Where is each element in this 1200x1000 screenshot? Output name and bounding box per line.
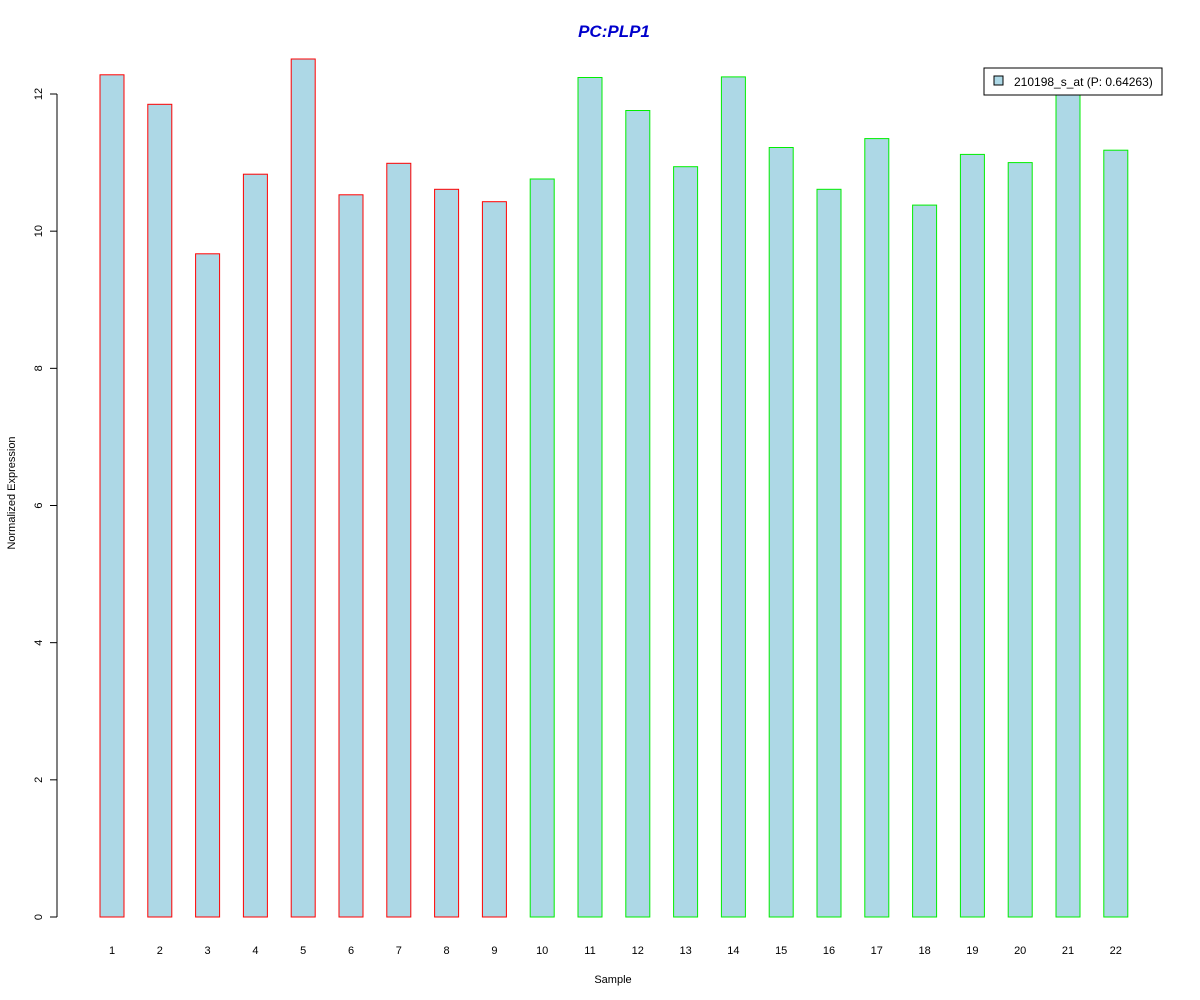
x-tick-label: 14 <box>727 945 739 957</box>
bar-sample-15 <box>768 147 794 918</box>
bar-sample-17 <box>864 138 890 918</box>
x-tick-label: 13 <box>679 945 691 957</box>
x-tick-label: 5 <box>300 945 306 957</box>
x-tick-label: 6 <box>348 945 354 957</box>
bar-sample-6 <box>338 194 364 918</box>
y-tick-label: 4 <box>33 640 45 646</box>
bar-sample-3 <box>195 253 221 918</box>
y-tick-label: 0 <box>33 914 45 920</box>
legend-box <box>983 67 1163 96</box>
x-tick-label: 17 <box>871 945 883 957</box>
bar-sample-12 <box>625 110 651 918</box>
x-tick-label: 18 <box>918 945 930 957</box>
y-axis: 0 2 4 6 8 10 12 <box>33 88 58 920</box>
bar-sample-14 <box>720 76 746 918</box>
bar-sample-10 <box>529 178 555 918</box>
legend-label: 210198_s_at (P: 0.64263) <box>1014 75 1153 89</box>
bar-sample-16 <box>816 188 842 918</box>
bar-sample-21 <box>1055 90 1081 918</box>
x-tick-label: 20 <box>1014 945 1026 957</box>
bar-sample-19 <box>959 153 985 918</box>
x-tick-label: 10 <box>536 945 548 957</box>
x-tick-label: 19 <box>966 945 978 957</box>
y-tick-label: 6 <box>33 502 45 508</box>
bar-sample-22 <box>1103 149 1129 918</box>
x-tick-label: 7 <box>396 945 402 957</box>
bar-sample-8 <box>434 188 460 918</box>
bar-sample-7 <box>386 162 412 918</box>
y-axis-label: Normalized Expression <box>6 436 18 549</box>
bar-sample-13 <box>673 166 699 918</box>
y-tick-label: 2 <box>33 777 45 783</box>
legend: 210198_s_at (P: 0.64263) <box>983 67 1163 96</box>
bar-sample-1 <box>99 74 125 918</box>
x-tick-label: 3 <box>205 945 211 957</box>
x-tick-label: 4 <box>252 945 258 957</box>
x-tick-label: 22 <box>1110 945 1122 957</box>
chart-title: PC:PLP1 <box>578 22 650 41</box>
x-tick-label: 21 <box>1062 945 1074 957</box>
bar-sample-4 <box>242 173 268 918</box>
y-tick-label: 12 <box>33 88 45 100</box>
bar-sample-11 <box>577 77 603 918</box>
y-tick-label: 10 <box>33 225 45 237</box>
x-tick-label: 11 <box>584 945 595 957</box>
bar-sample-20 <box>1007 162 1033 918</box>
x-tick-label: 2 <box>157 945 163 957</box>
x-tick-label: 15 <box>775 945 787 957</box>
legend-swatch <box>993 75 1004 86</box>
x-tick-label: 8 <box>444 945 450 957</box>
x-tick-label: 1 <box>109 945 115 957</box>
x-tick-label: 16 <box>823 945 835 957</box>
x-tick-label: 9 <box>491 945 497 957</box>
x-tick-label: 12 <box>632 945 644 957</box>
bar-sample-9 <box>481 201 507 918</box>
y-tick-label: 8 <box>33 365 45 371</box>
bars-group <box>99 58 1129 918</box>
bar-sample-18 <box>912 204 938 918</box>
x-axis-label: Sample <box>594 974 631 986</box>
bar-sample-5 <box>290 58 316 918</box>
bar-sample-2 <box>147 103 173 918</box>
x-tick-labels: 1 2 3 4 5 6 7 8 9 10 11 12 13 14 15 16 17 18 19 20 21 22 <box>109 945 1122 957</box>
